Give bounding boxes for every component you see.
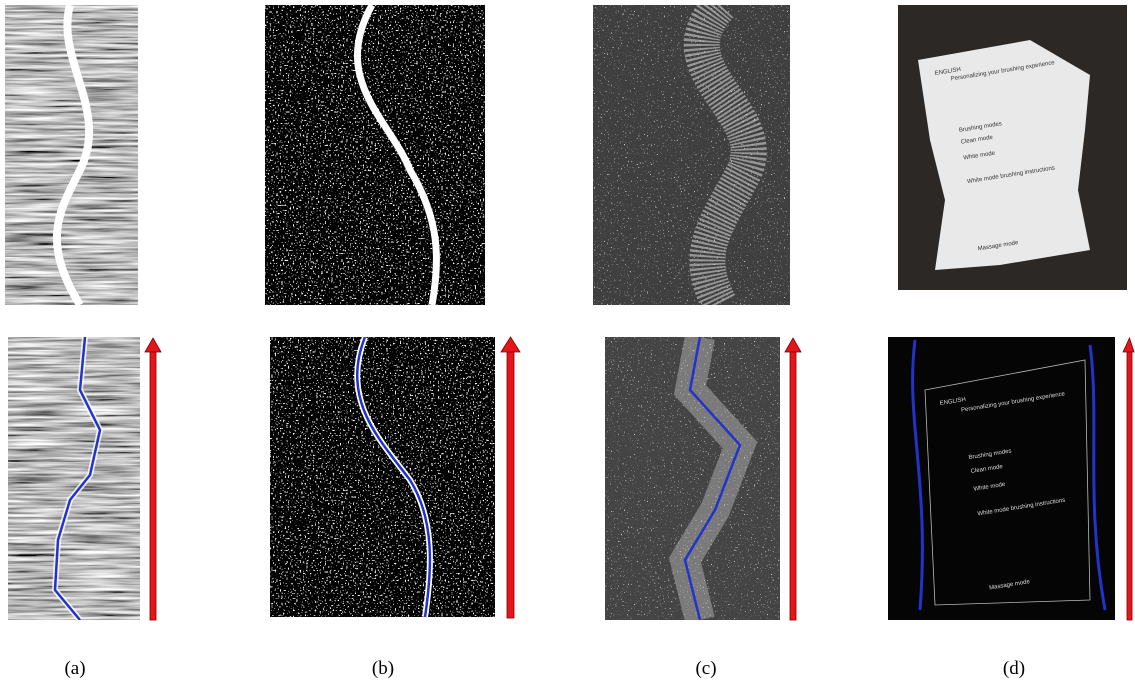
direction-arrow [144, 337, 162, 621]
image-d-result: ENGLISH Personalizing your brushing expe… [888, 337, 1115, 620]
image-a-input [5, 5, 138, 305]
doc-text: White mode [963, 151, 996, 162]
direction-arrow [784, 337, 802, 621]
direction-arrow [500, 336, 521, 619]
panel-label: (c) [695, 658, 716, 679]
image-c-input [593, 5, 790, 305]
image-d-photo: ENGLISH Personalizing your brushing expe… [898, 5, 1127, 290]
doc-text: ENGLISH [939, 397, 966, 407]
panel-label: (a) [64, 658, 85, 679]
panel-label: (b) [372, 658, 394, 679]
direction-arrow [1122, 336, 1135, 621]
image-a-result [8, 337, 140, 620]
doc-text: ENGLISH [934, 67, 961, 77]
image-b-result [270, 337, 495, 617]
doc-text: Clean mode [970, 464, 1004, 475]
doc-text: Clean mode [960, 135, 994, 146]
image-b-input [265, 5, 485, 305]
image-c-result [605, 337, 780, 620]
doc-text: White mode [973, 482, 1006, 493]
panel-label: (d) [1003, 658, 1025, 679]
